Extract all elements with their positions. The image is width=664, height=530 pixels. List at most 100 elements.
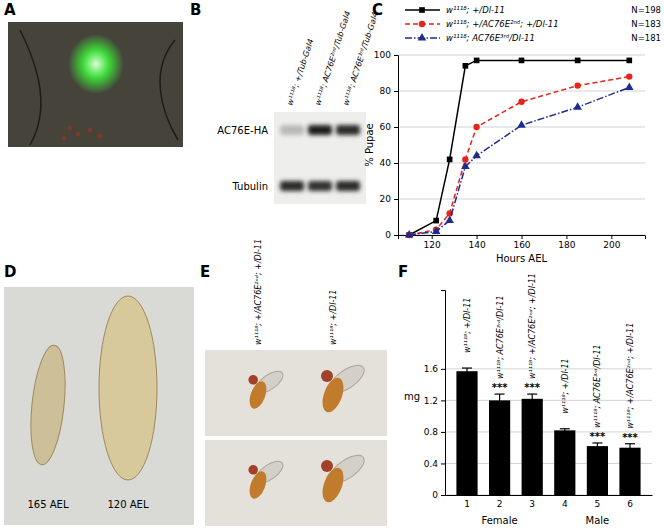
marker: [462, 156, 468, 162]
error-bar: [560, 429, 570, 432]
legend-marker: [419, 21, 425, 27]
genotype-label: w¹¹¹⁸; AC76E³ʳᵈ/Dl-11: [496, 295, 505, 379]
axis: 020406080100: [374, 50, 399, 240]
tick-label: 100: [374, 50, 391, 60]
marker: [432, 226, 441, 233]
gfp-signal: [68, 34, 124, 94]
larva: [26, 344, 70, 467]
bar: [522, 399, 543, 495]
tick: 0: [432, 490, 445, 500]
legend-entry: w¹¹¹⁸; +/Dl-11N=198: [405, 5, 661, 15]
row-label: Tubulin: [231, 181, 268, 192]
tick: 1: [464, 495, 470, 509]
marker: [447, 157, 453, 163]
tick: 4: [562, 495, 568, 509]
legend-n: N=181: [631, 33, 661, 43]
pigment: [88, 128, 93, 133]
marker: [474, 58, 480, 64]
error-cap: [592, 442, 602, 443]
marker: [473, 124, 479, 130]
genotype-label: w¹¹¹⁸; +/Dl-11: [561, 358, 570, 413]
error-cap: [625, 443, 635, 444]
pigment: [76, 132, 81, 137]
bar: [456, 371, 477, 495]
tick-label: 5: [595, 499, 601, 509]
bar: [489, 400, 510, 495]
marker: [517, 120, 526, 127]
significance: ***: [524, 382, 540, 393]
tick: 160: [513, 235, 530, 250]
fly-head: [321, 460, 333, 472]
significance: ***: [590, 431, 606, 442]
error-stem: [532, 394, 533, 403]
lane-label: w¹¹¹⁸; +/Tub-Gal4: [285, 38, 315, 107]
tick-label: 160: [513, 240, 530, 250]
legend: w¹¹¹⁸; +/Dl-11N=198 w¹¹¹⁸; +/AC76E²ⁿᵈ; +/…: [405, 5, 661, 43]
band: [308, 181, 332, 191]
marker: [433, 218, 439, 224]
tick-label: 0.4: [424, 459, 439, 469]
grid-line: [398, 91, 645, 92]
plot-area: [405, 58, 634, 239]
marker: [461, 162, 470, 169]
tick-mark: [394, 127, 398, 128]
tick-label: 180: [558, 240, 575, 250]
marker: [625, 82, 634, 89]
fly-body: [246, 379, 269, 411]
error-bar: [462, 368, 472, 374]
marker: [519, 58, 525, 64]
marker: [445, 216, 454, 223]
legend-label: w¹¹¹⁸; +/AC76E²ⁿᵈ; +/Dl-11: [446, 19, 559, 29]
legend-marker: [419, 7, 425, 13]
axis-line: [399, 236, 646, 240]
genotype-label: w¹¹¹⁸; +/AC76E²ⁿᵈ; +/Dl-11: [528, 273, 537, 379]
tick-mark: [394, 235, 398, 236]
error-bar: [592, 443, 602, 449]
tick-mark: [394, 163, 398, 164]
axis-line: [394, 56, 399, 236]
error-bar: [495, 394, 505, 407]
panel-label: A: [4, 1, 16, 19]
tick: 1.2: [424, 396, 445, 406]
tick-label: 60: [380, 122, 392, 132]
bar: [554, 430, 575, 495]
tick-label: 0: [432, 490, 438, 500]
fly-body: [318, 465, 347, 505]
pigment: [98, 134, 103, 139]
panel-label: F: [398, 263, 408, 281]
legend-n: N=183: [631, 19, 661, 29]
tick-label: 1.6: [424, 364, 439, 374]
series-line: [409, 60, 629, 235]
band: [308, 125, 332, 135]
marker: [626, 58, 632, 64]
genotype-label: w¹¹¹⁸; AC76E³ʳᵈ/Dl-11: [593, 344, 602, 428]
row-label: AC76E-HA: [217, 125, 268, 136]
panel-label: D: [4, 263, 16, 281]
x-axis-title: Hours AEL: [496, 253, 548, 264]
trachea: [160, 40, 178, 140]
band: [336, 125, 360, 135]
marker: [518, 99, 524, 105]
y-axis-title: mg: [404, 391, 420, 402]
marker: [573, 102, 582, 109]
western-blot: AC76E-HATubulinw¹¹¹⁸; +/Tub-Gal4w¹¹¹⁸; A…: [217, 10, 380, 204]
tick-label: 1: [464, 499, 470, 509]
tick-label: 140: [468, 240, 485, 250]
fly-body: [318, 375, 347, 415]
tick-mark: [432, 235, 433, 239]
genotype-label: w¹¹¹⁸; +/Dl-11: [463, 298, 472, 353]
photo-background: [205, 440, 387, 526]
tick: 200: [603, 235, 620, 250]
pigment: [62, 136, 67, 141]
tick: 0: [385, 230, 398, 240]
marker: [575, 58, 581, 64]
panel-label: B: [190, 1, 201, 19]
fly-body: [246, 469, 269, 501]
tick: 0.4: [424, 459, 445, 469]
tick-label: 120: [424, 240, 441, 250]
tick-label: 0: [385, 230, 391, 240]
tick: 60: [380, 122, 398, 132]
tick: 100: [374, 50, 398, 60]
tick-mark: [566, 235, 567, 239]
larva: [99, 296, 157, 480]
